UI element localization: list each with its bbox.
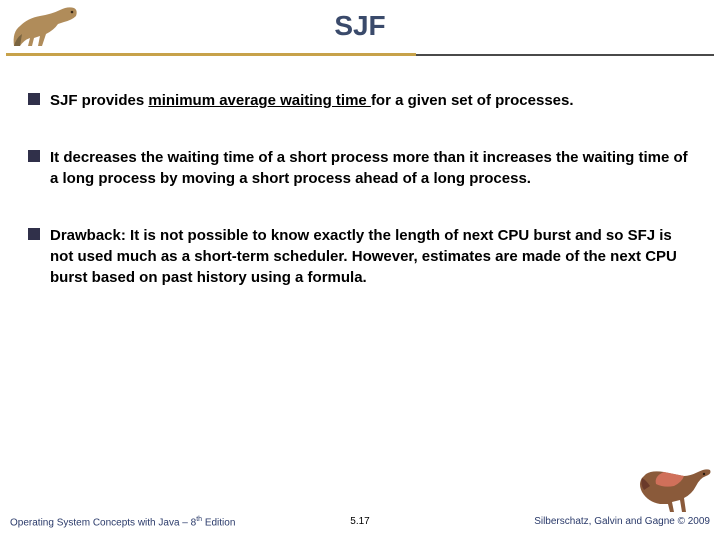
footer-copyright: Silberschatz, Galvin and Gagne © 2009 xyxy=(534,516,710,527)
bullet-item: SJF provides minimum average waiting tim… xyxy=(28,90,692,111)
footer-book-title: Operating System Concepts with Java – 8 xyxy=(10,517,196,528)
slide-footer: Operating System Concepts with Java – 8t… xyxy=(0,516,720,532)
footer-left-text: Operating System Concepts with Java – 8t… xyxy=(10,516,235,528)
dinosaur-right-icon xyxy=(636,468,714,514)
bullet-marker-icon xyxy=(28,150,40,162)
bullet-marker-icon xyxy=(28,228,40,240)
bullet-item: Drawback: It is not possible to know exa… xyxy=(28,225,692,288)
footer-edition-word: Edition xyxy=(202,517,235,528)
slide-title: SJF xyxy=(0,0,720,42)
bullet-marker-icon xyxy=(28,93,40,105)
header-rule-accent xyxy=(6,53,416,56)
bullet-text: Drawback: It is not possible to know exa… xyxy=(50,225,692,288)
bullet-text: SJF provides minimum average waiting tim… xyxy=(50,90,574,111)
dinosaur-left-icon xyxy=(4,2,94,50)
footer-page-number: 5.17 xyxy=(350,516,369,527)
slide-header: SJF xyxy=(0,0,720,56)
bullet-item: It decreases the waiting time of a short… xyxy=(28,147,692,189)
slide-content: SJF provides minimum average waiting tim… xyxy=(0,56,720,288)
bullet-text: It decreases the waiting time of a short… xyxy=(50,147,692,189)
